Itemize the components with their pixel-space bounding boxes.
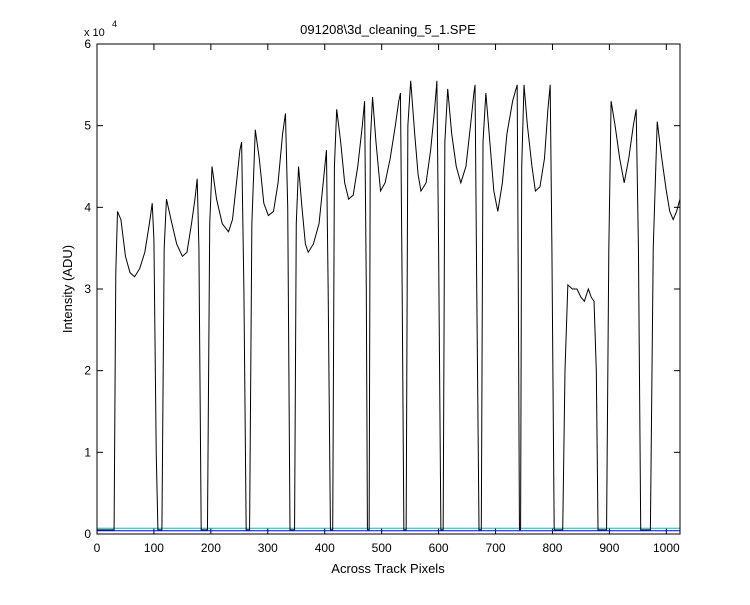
y-tick-label: 2 xyxy=(84,364,91,378)
chart-title: 091208\3d_cleaning_5_1.SPE xyxy=(300,22,476,37)
data-line xyxy=(97,80,681,531)
y-tick-label: 0 xyxy=(84,527,91,541)
plot-area: 0 100 200 300 400 500 600 700 800 900 1000 0 1 2 3 4 5 6 xyxy=(84,37,681,555)
y-tick-label: 1 xyxy=(84,445,91,459)
x-tick-label: 0 xyxy=(94,541,101,555)
x-tick-label: 400 xyxy=(315,541,335,555)
x-tick-label: 600 xyxy=(429,541,449,555)
x-tick-label: 100 xyxy=(144,541,164,555)
x-tick-label: 200 xyxy=(201,541,221,555)
axes-box xyxy=(96,43,681,535)
y-multiplier-base: x 10 xyxy=(84,27,105,39)
x-tick-label: 700 xyxy=(486,541,506,555)
y-tick-label: 6 xyxy=(84,37,91,51)
y-axis-label: Intensity (ADU) xyxy=(60,245,75,333)
x-tick-label: 800 xyxy=(542,541,562,555)
x-tick-label: 1000 xyxy=(653,541,680,555)
x-tick-label: 900 xyxy=(599,541,619,555)
y-tick-label: 3 xyxy=(84,282,91,296)
y-tick-label: 4 xyxy=(84,200,91,214)
x-tick-label: 300 xyxy=(258,541,278,555)
y-multiplier-exponent: 4 xyxy=(112,19,117,29)
x-tick-label: 500 xyxy=(372,541,392,555)
x-axis-label: Across Track Pixels xyxy=(331,561,445,576)
y-tick-label: 5 xyxy=(84,119,91,133)
